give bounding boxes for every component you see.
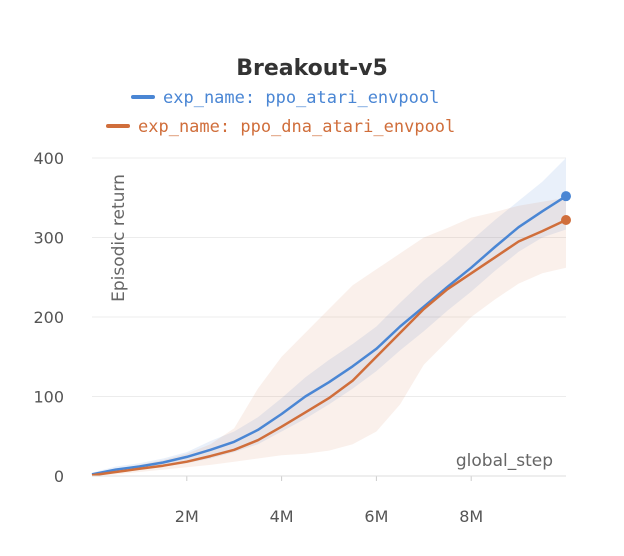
series-end-point[interactable] (561, 215, 571, 226)
series-line[interactable] (91, 195, 567, 476)
x-tick-label: 6M (364, 507, 388, 526)
series-end-point[interactable] (561, 191, 571, 202)
x-tick-label: 4M (270, 507, 294, 526)
legend-item[interactable]: exp_name: ppo_dna_atari_envpool (106, 117, 455, 137)
y-tick-label: 400 (33, 149, 64, 168)
y-tick-label: 300 (33, 229, 64, 248)
legend[interactable]: exp_name: ppo_atari_envpool exp_name: ppo… (106, 88, 455, 137)
chart-title: Breakout-v5 (236, 56, 388, 81)
legend-item[interactable]: exp_name: ppo_atari_envpool (131, 88, 439, 108)
x-tick-label: 8M (459, 507, 483, 526)
x-axis-label: global_step (456, 451, 553, 471)
y-axis-label: Episodic return (109, 174, 129, 302)
y-axis-ticks: 0 100 200 300 400 (33, 149, 64, 486)
series-line[interactable] (91, 218, 567, 477)
x-axis-ticks: 2M 4M 6M 8M (175, 476, 483, 526)
legend-label: exp_name: ppo_atari_envpool (163, 88, 439, 108)
confidence-bands (92, 158, 566, 477)
y-tick-label: 200 (33, 308, 64, 327)
series-band (92, 197, 566, 477)
series-lines (91, 191, 571, 477)
x-tick-label: 2M (175, 507, 199, 526)
legend-label: exp_name: ppo_dna_atari_envpool (138, 117, 455, 137)
y-tick-label: 0 (54, 467, 64, 486)
grid-lines (92, 157, 566, 397)
y-tick-label: 100 (33, 388, 64, 407)
